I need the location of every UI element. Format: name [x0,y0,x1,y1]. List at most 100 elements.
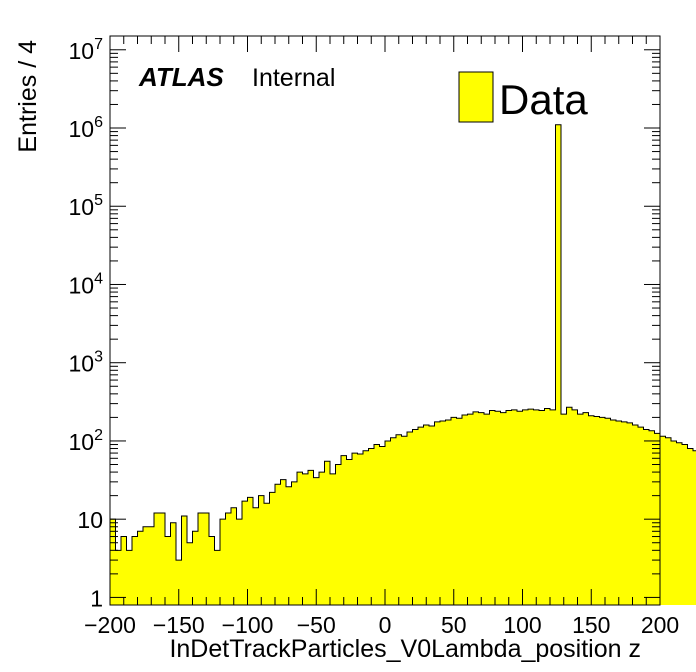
histogram-bin [308,470,314,605]
histogram-bin [588,415,594,605]
histogram-bin [495,411,501,605]
histogram-bin [456,418,462,605]
x-tick-label: −150 [153,612,205,638]
histogram-bin [566,407,572,605]
x-tick-label: 200 [641,612,679,638]
histogram-bin [126,550,132,605]
histogram-bin [253,507,259,605]
x-tick-labels: −200 −150 −100 −50 0 50 100 150 200 [84,612,679,638]
x-axis-label: InDetTrackParticles_V0Lambda_position z [169,635,641,663]
histogram-bin [236,519,242,605]
histogram-bin [203,512,209,605]
y-tick-label: 102 [69,427,104,455]
histogram-bin [115,550,121,605]
histogram-bin [621,421,627,605]
x-tick-label: 100 [503,612,541,638]
internal-label: Internal [252,64,335,92]
histogram-bin [181,515,187,605]
histogram-bin [319,472,325,605]
histogram-bin [275,484,281,605]
histogram-bin [330,473,336,605]
histogram-bin [522,409,528,605]
histogram-bin [220,519,226,605]
histogram-bin [346,459,352,605]
histogram-bin [280,479,286,605]
histogram-bin [649,430,655,605]
histogram-bin [110,519,116,605]
histogram-bin [159,512,165,605]
x-tick-label: −100 [222,612,274,638]
histogram-bin [154,512,160,605]
x-tick-label: −200 [84,612,136,638]
y-tick-label: 104 [69,270,104,298]
axis-ticks [109,36,661,605]
histogram-bin [385,440,391,605]
histogram-bin [660,436,666,605]
histogram-bin [192,531,198,605]
histogram-bin [143,526,149,605]
histogram-bin [209,536,215,605]
histogram-bin [401,436,407,605]
histogram-bin [352,453,358,605]
histogram-bin [132,536,138,605]
histogram-bin [682,444,688,605]
histogram-bin [484,414,490,605]
histogram-bin [429,426,435,605]
histogram-bin [687,448,693,605]
histogram-bin [357,454,363,605]
y-tick-label: 105 [69,192,104,220]
histogram-bin [231,507,237,605]
histogram-bin [473,411,479,605]
histogram-bin [379,446,385,605]
histogram-bin [187,542,193,605]
histogram-bin [214,550,220,605]
histogram-bin [511,409,517,605]
histogram-bin [610,420,616,605]
histogram-bin [583,412,589,605]
y-tick-label: 107 [69,36,104,64]
y-tick-label: 1 [90,585,103,611]
histogram-bin [693,450,696,605]
histogram-bin [137,531,143,605]
histogram-bin [418,427,424,605]
histogram-bin [489,410,495,605]
y-tick-label: 10 [77,507,103,533]
histogram-bin [121,536,127,605]
histogram-bin [533,409,539,605]
histogram-bin [544,408,550,605]
histogram-bin [247,497,253,605]
histogram-bin [269,492,275,605]
histogram-outline [109,124,696,605]
y-tick-labels: 1 10 102 103 104 105 106 107 [69,36,104,612]
legend-swatch [458,71,494,123]
histogram-bin [577,414,583,605]
histogram-bin [478,412,484,605]
histogram-bin [396,434,402,605]
histogram-bin [599,417,605,605]
histogram-bin [638,427,644,605]
histogram-bin [616,420,622,605]
histogram-bin [627,422,633,605]
histogram-bin [517,411,523,605]
histogram-bin [643,429,649,605]
histogram-bin [390,437,396,605]
x-tick-label: −50 [297,612,336,638]
histogram-bin [632,424,638,605]
y-tick-label: 106 [69,114,104,142]
histogram-bin [445,420,451,605]
histogram-bin [462,414,468,605]
histogram-bin [407,432,413,605]
histogram-bin [423,424,429,605]
histogram-bin [594,416,600,605]
y-axis-label: Entries / 4 [14,40,42,153]
histogram-bin [434,421,440,605]
histogram-bars [109,124,696,605]
histogram-bin [341,455,347,605]
histogram-bin [335,464,341,605]
legend-entry-data: Data [499,76,588,123]
x-tick-label: 150 [572,612,610,638]
x-tick-label: 0 [379,612,392,638]
histogram-bin [539,410,545,605]
histogram-bin [286,486,292,605]
